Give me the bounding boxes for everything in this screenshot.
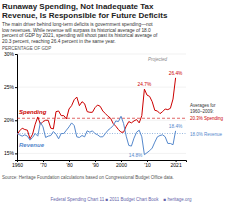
series-line — [17, 78, 176, 139]
y-tick: 15% — [4, 150, 17, 156]
x-tick-label: 1960 — [12, 162, 23, 168]
point-annotation: 14.8% — [129, 153, 143, 158]
averages-title: Averages for — [190, 103, 216, 108]
average-label: 20.3% Spending — [190, 116, 224, 121]
average-line — [17, 133, 186, 134]
y-tick: 20% — [4, 117, 17, 123]
x-tick: '10 — [144, 160, 151, 168]
subtitle: percent of GDP by 2021, spending will sh… — [2, 33, 158, 38]
x-tick-label: 2021 — [171, 162, 182, 168]
average-label: 18.0% Revenue — [190, 132, 223, 137]
y-tick-mark — [15, 54, 17, 55]
annotations: Spending Revenue 24.7% 26.4% 18.4% 14.8% Proje… — [19, 57, 224, 158]
x-tick: 1960 — [12, 160, 23, 168]
series-label: Revenue — [19, 142, 45, 148]
annotation: Projected — [148, 57, 168, 62]
y-tick-label: 25% — [4, 84, 15, 90]
series-line — [17, 116, 176, 154]
point-annotation: 18.4% — [169, 124, 183, 129]
series-label: Spending — [19, 109, 47, 115]
y-tick: 30% — [4, 51, 17, 57]
y-tick-label: 20% — [4, 117, 15, 123]
footer: Federal Spending Chart 11 ■ 2011 Budget … — [51, 197, 192, 202]
x-tick: '90 — [92, 160, 99, 168]
x-tick-label: '90 — [92, 162, 99, 168]
point-annotation: 26.4% — [169, 71, 183, 76]
chart: Runaway Spending, Not Inadequate TaxReve… — [0, 0, 242, 208]
plot-marks — [17, 78, 186, 155]
grid-line — [17, 87, 186, 88]
y-tick-label: 30% — [4, 51, 15, 57]
y-axis: 15% 20% 25% 30% — [4, 51, 18, 160]
title: Revenue, Is Responsible for Future Defic… — [2, 11, 168, 20]
grid — [17, 54, 186, 153]
x-tick: '80 — [66, 160, 73, 168]
grid-line — [17, 54, 186, 55]
x-tick: '70 — [40, 160, 47, 168]
x-tick-label: 2000 — [116, 162, 127, 168]
x-axis: 1960 '70 '80 '90 2000 '10 2021 — [12, 160, 187, 168]
grid-line — [17, 153, 186, 154]
x-tick: 2000 — [116, 160, 127, 168]
y-tick: 25% — [4, 84, 17, 90]
averages-title: 1960–2009: — [190, 109, 214, 114]
point-annotation: 24.7% — [138, 82, 152, 87]
subtitle: low revenues. While revenue will surpass… — [2, 28, 151, 33]
subtitle: 20.3 percent, reaching 26.4 percent in t… — [2, 39, 116, 44]
y-tick-mark — [15, 153, 17, 154]
subtitle: The main driver behind long-term deficit… — [2, 22, 153, 27]
y-tick-mark — [15, 87, 17, 88]
x-tick-label: '70 — [40, 162, 47, 168]
x-tick-label: '10 — [144, 162, 151, 168]
x-tick-label: '80 — [66, 162, 73, 168]
y-axis-line — [15, 55, 18, 161]
average-line — [17, 118, 186, 119]
grid-line — [17, 120, 186, 121]
source: Source: Heritage Foundation calculations… — [2, 175, 174, 180]
y-tick-mark — [15, 120, 17, 121]
title: Runaway Spending, Not Inadequate Tax — [2, 2, 154, 11]
y-tick-label: 15% — [4, 150, 15, 156]
x-tick: 2021 — [171, 160, 182, 168]
